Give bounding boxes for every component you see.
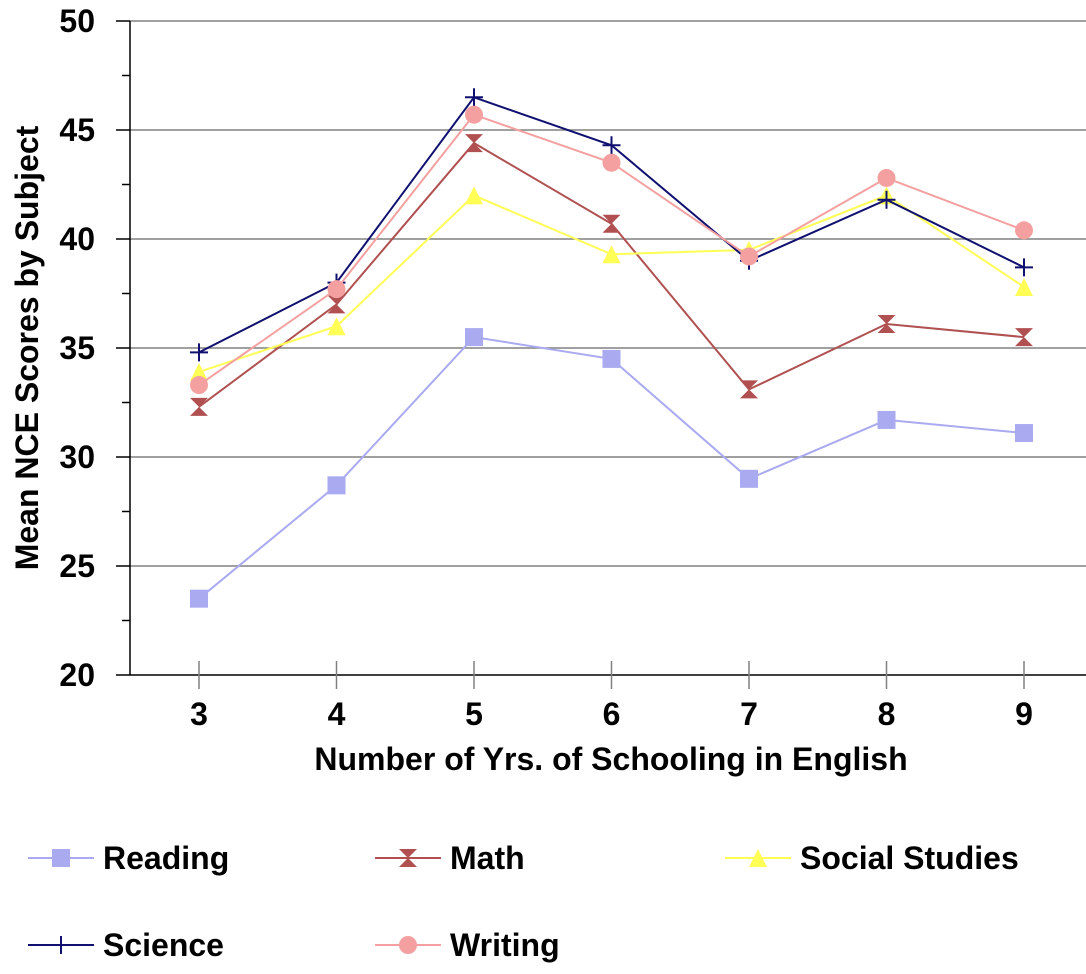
data-point-social-studies-5 (465, 186, 483, 205)
data-point-social-studies-6 (602, 245, 621, 264)
data-point-reading-4 (327, 476, 346, 495)
y-tick-label-45: 45 (59, 112, 95, 148)
x-axis-title: Number of Yrs. of Schooling in English (314, 741, 907, 777)
x-tick-label-6: 6 (603, 696, 621, 732)
y-tick-label-40: 40 (59, 221, 95, 257)
data-point-math-8 (877, 315, 896, 334)
y-tick-label-25: 25 (59, 548, 95, 584)
series-writing (190, 105, 1033, 395)
legend-label-social-studies: Social Studies (800, 840, 1019, 876)
data-point-reading-7 (740, 469, 758, 488)
x-tick-label-8: 8 (878, 696, 896, 732)
gridlines (130, 20, 1086, 567)
data-point-reading-9 (1015, 424, 1033, 443)
series-math (190, 134, 1033, 416)
data-point-math-6 (602, 214, 621, 233)
y-axis-title: Mean NCE Scores by Subject (9, 125, 45, 570)
series-reading (190, 328, 1033, 608)
x-tick-label-7: 7 (740, 696, 758, 732)
legend-marker-math (399, 849, 417, 867)
data-point-reading-3 (190, 589, 208, 608)
x-tick-label-5: 5 (465, 696, 483, 732)
data-point-math-5 (465, 134, 483, 153)
legend: Reading Math Social Studies Science Writing (28, 840, 1019, 963)
y-tick-label-50: 50 (59, 3, 95, 39)
series-line-reading (198, 336, 1025, 600)
data-point-social-studies-4 (327, 317, 346, 336)
data-point-reading-5 (465, 328, 483, 347)
data-point-social-studies-3 (190, 362, 208, 381)
legend-item-math: Math (375, 840, 525, 876)
y-tick-label-30: 30 (59, 439, 95, 475)
legend-label-reading: Reading (103, 840, 229, 876)
y-tick-label-20: 20 (59, 657, 95, 693)
data-point-math-4 (327, 295, 346, 314)
x-tick-label-3: 3 (190, 696, 208, 732)
legend-marker-science (52, 936, 70, 954)
legend-item-social-studies: Social Studies (725, 840, 1019, 876)
data-point-writing-7 (740, 247, 758, 266)
data-point-writing-6 (602, 153, 621, 172)
data-point-writing-5 (465, 105, 483, 124)
data-point-writing-8 (877, 168, 896, 187)
legend-item-science: Science (28, 927, 224, 963)
series-lines (190, 88, 1033, 608)
data-point-writing-3 (190, 376, 208, 395)
legend-marker-social-studies (749, 849, 767, 867)
data-point-reading-6 (602, 349, 621, 368)
series-line-math (198, 141, 1025, 408)
y-tick-label-35: 35 (59, 330, 95, 366)
data-point-science-9 (1015, 258, 1033, 277)
data-point-math-3 (190, 397, 208, 416)
data-point-social-studies-9 (1015, 277, 1033, 296)
legend-marker-reading (52, 849, 70, 867)
legend-label-writing: Writing (450, 927, 560, 963)
data-point-science-3 (190, 343, 208, 362)
legend-marker-writing (399, 936, 417, 954)
data-point-writing-4 (327, 280, 346, 299)
legend-label-science: Science (103, 927, 224, 963)
data-point-science-6 (602, 136, 621, 155)
x-tick-label-4: 4 (328, 696, 346, 732)
data-point-math-7 (740, 380, 758, 399)
axes (116, 20, 1086, 689)
data-point-writing-9 (1015, 221, 1033, 240)
legend-label-math: Math (450, 840, 525, 876)
legend-item-writing: Writing (375, 927, 560, 963)
data-point-math-9 (1015, 328, 1033, 347)
legend-item-reading: Reading (28, 840, 229, 876)
data-point-science-5 (465, 88, 483, 107)
data-point-reading-8 (877, 410, 896, 429)
x-tick-label-9: 9 (1015, 696, 1033, 732)
data-point-science-8 (877, 190, 896, 209)
